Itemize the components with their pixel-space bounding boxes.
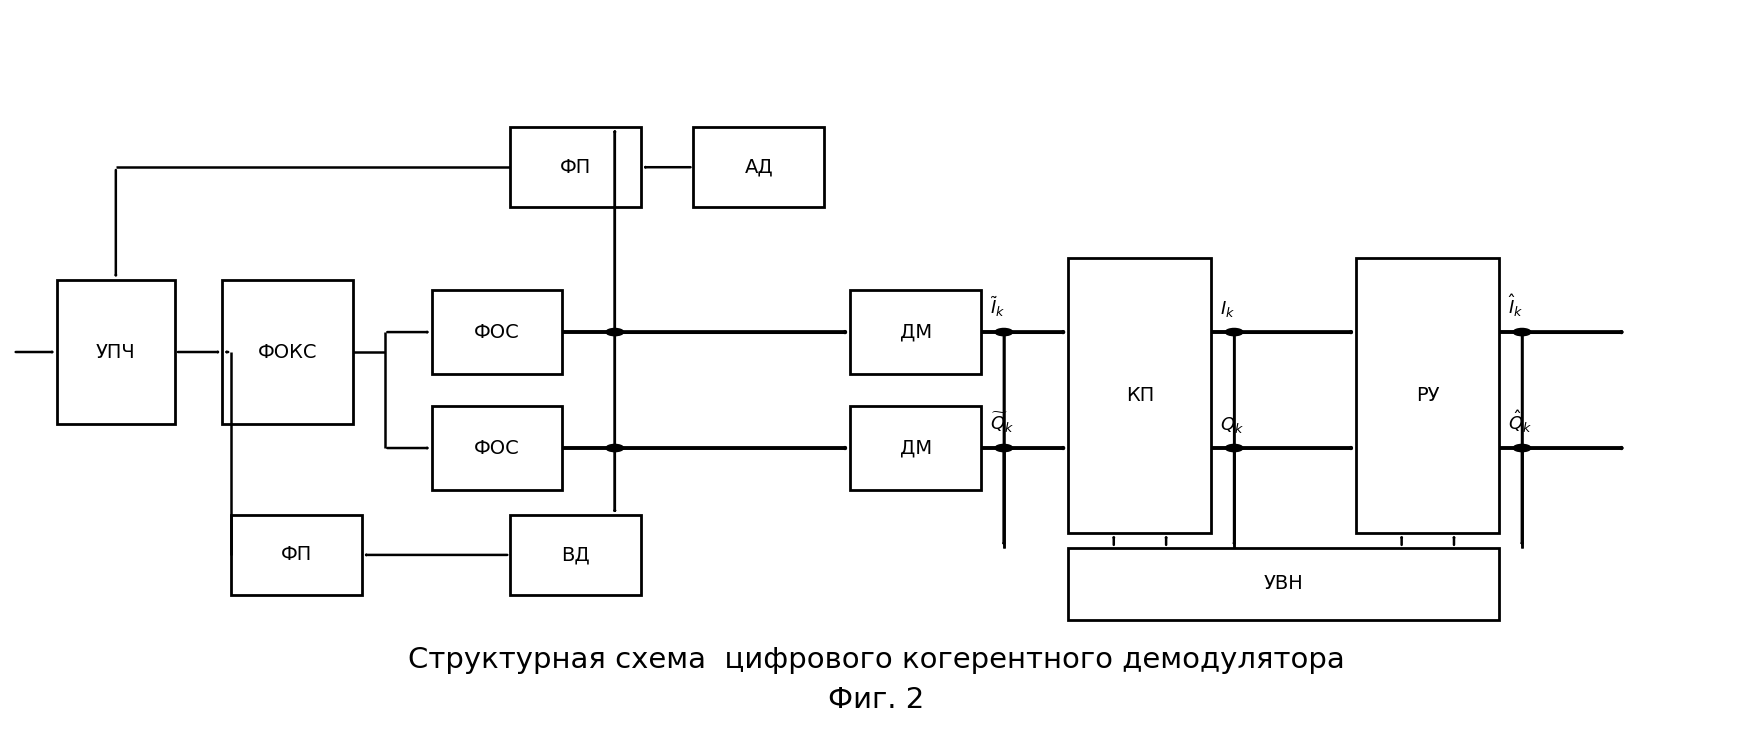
Text: $\hat{Q}_k$: $\hat{Q}_k$ [1508,408,1532,435]
FancyBboxPatch shape [510,515,642,594]
FancyBboxPatch shape [850,406,982,490]
Circle shape [1513,328,1530,336]
Text: ДМ: ДМ [899,323,933,342]
Text: АД: АД [745,158,773,177]
Text: ДМ: ДМ [899,438,933,457]
Text: ФП: ФП [559,158,591,177]
FancyBboxPatch shape [223,279,352,424]
Text: $I_k$: $I_k$ [1220,299,1236,319]
FancyBboxPatch shape [231,515,361,594]
Circle shape [1225,444,1243,452]
FancyBboxPatch shape [56,279,175,424]
Circle shape [996,328,1013,336]
FancyBboxPatch shape [1357,258,1499,533]
FancyBboxPatch shape [431,290,563,374]
Text: УПЧ: УПЧ [96,342,135,361]
FancyBboxPatch shape [510,128,642,207]
Text: РУ: РУ [1416,386,1439,405]
Text: $Q_k$: $Q_k$ [1220,415,1245,435]
Text: КП: КП [1125,386,1153,405]
Text: ФОС: ФОС [473,323,521,342]
FancyBboxPatch shape [431,406,563,490]
Text: ВД: ВД [561,545,591,564]
Circle shape [1513,444,1530,452]
Circle shape [1225,328,1243,336]
Circle shape [607,444,624,452]
FancyBboxPatch shape [850,290,982,374]
Text: УВН: УВН [1264,575,1304,594]
Text: $\widetilde{I}_k$: $\widetilde{I}_k$ [990,295,1004,319]
FancyBboxPatch shape [692,128,824,207]
Text: ФОКС: ФОКС [258,342,317,361]
Text: ФОС: ФОС [473,438,521,457]
Text: Структурная схема  цифрового когерентного демодулятора: Структурная схема цифрового когерентного… [408,646,1345,674]
Text: ФП: ФП [280,545,312,564]
Text: Фиг. 2: Фиг. 2 [829,686,924,714]
Circle shape [996,444,1013,452]
FancyBboxPatch shape [1068,258,1211,533]
FancyBboxPatch shape [1068,548,1499,620]
Text: $\hat{I}_k$: $\hat{I}_k$ [1508,292,1523,319]
Circle shape [607,328,624,336]
Text: $\widetilde{Q}_k$: $\widetilde{Q}_k$ [990,410,1013,435]
